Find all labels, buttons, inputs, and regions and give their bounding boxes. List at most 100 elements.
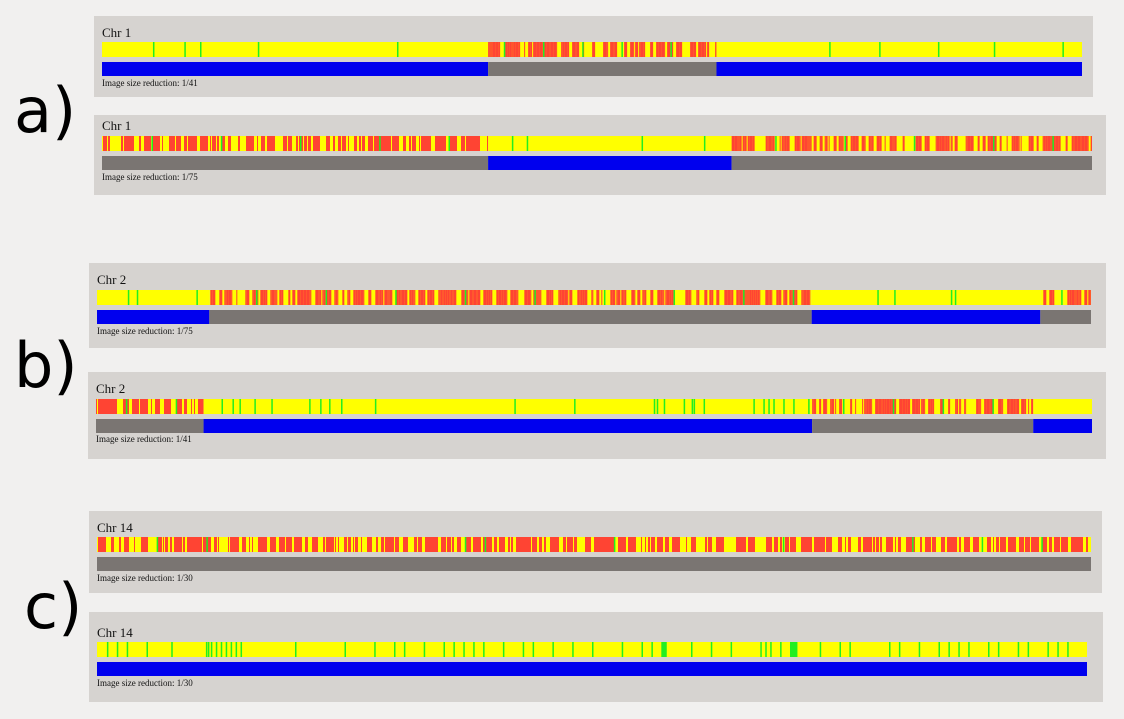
heterozygous-mark	[880, 537, 882, 552]
heterozygous-mark	[334, 290, 336, 305]
heterozygous-mark	[1043, 136, 1046, 151]
green-mark	[790, 642, 792, 657]
heterozygous-mark	[724, 290, 728, 305]
heterozygous-mark	[149, 136, 150, 151]
heterozygous-mark	[669, 290, 672, 305]
green-mark	[641, 642, 643, 657]
green-mark	[453, 642, 455, 657]
image-size-caption: Image size reduction: 1/75	[102, 172, 198, 182]
heterozygous-mark	[879, 136, 882, 151]
heterozygous-mark	[471, 136, 473, 151]
heterozygous-mark	[279, 537, 282, 552]
heterozygous-mark	[776, 290, 779, 305]
heterozygous-mark	[835, 399, 837, 414]
green-mark	[374, 399, 377, 414]
heterozygous-mark	[114, 399, 117, 414]
heterozygous-mark	[414, 136, 416, 151]
heterozygous-mark	[517, 537, 519, 552]
green-mark	[394, 642, 396, 657]
heterozygous-mark	[1061, 537, 1063, 552]
heterozygous-mark	[292, 290, 296, 305]
heterozygous-mark	[711, 290, 714, 305]
heterozygous-mark	[848, 537, 850, 552]
heterozygous-mark	[895, 537, 896, 552]
heterozygous-mark	[489, 42, 491, 57]
heterozygous-mark	[572, 42, 576, 57]
green-mark	[641, 136, 644, 151]
heterozygous-mark	[769, 537, 770, 552]
heterozygous-mark	[731, 290, 734, 305]
heterozygous-mark	[767, 136, 769, 151]
green-mark	[763, 399, 765, 414]
heterozygous-mark	[435, 136, 438, 151]
heterozygous-mark	[487, 136, 488, 151]
heterozygous-mark	[592, 290, 594, 305]
heterozygous-mark	[310, 290, 312, 305]
heterozygous-mark	[279, 290, 282, 305]
green-mark	[592, 642, 594, 657]
heterozygous-mark	[1014, 537, 1016, 552]
heterozygous-mark	[1019, 537, 1020, 552]
heterozygous-mark	[1007, 399, 1010, 414]
heterozygous-mark	[203, 136, 206, 151]
heterozygous-mark	[783, 136, 785, 151]
heterozygous-mark	[639, 42, 641, 57]
green-mark	[146, 642, 148, 657]
heterozygous-mark	[947, 136, 950, 151]
heterozygous-mark	[266, 537, 267, 552]
green-mark	[225, 642, 228, 657]
heterozygous-mark	[442, 136, 443, 151]
homozygous-segment	[1033, 399, 1092, 414]
heterozygous-mark	[912, 399, 916, 414]
heterozygous-mark	[447, 290, 450, 305]
heterozygous-mark	[739, 290, 743, 305]
heterozygous-mark	[881, 399, 883, 414]
genotype-track-svg	[102, 42, 1082, 57]
heterozygous-mark	[134, 399, 136, 414]
heterozygous-mark	[830, 399, 832, 414]
heterozygous-mark	[1009, 399, 1011, 414]
heterozygous-mark	[603, 42, 607, 57]
heterozygous-mark	[866, 399, 869, 414]
green-mark	[220, 136, 223, 151]
heterozygous-mark	[140, 399, 142, 414]
group-label-c: c)	[24, 570, 83, 643]
green-mark	[819, 642, 822, 657]
heterozygous-mark	[426, 136, 429, 151]
heterozygous-mark	[580, 290, 583, 305]
green-mark	[235, 642, 238, 657]
green-mark	[661, 642, 663, 657]
heterozygous-mark	[1015, 136, 1019, 151]
heterozygous-mark	[538, 290, 540, 305]
heterozygous-mark	[213, 136, 216, 151]
heterozygous-mark	[719, 537, 722, 552]
heterozygous-mark	[335, 290, 338, 305]
heterozygous-mark	[574, 537, 576, 552]
heterozygous-mark	[543, 42, 547, 57]
heterozygous-mark	[286, 136, 287, 151]
heterozygous-mark	[993, 136, 997, 151]
heterozygous-mark	[157, 537, 160, 552]
heterozygous-mark	[177, 537, 178, 552]
heterozygous-mark	[138, 399, 139, 414]
heterozygous-mark	[342, 290, 345, 305]
heterozygous-mark	[976, 399, 979, 414]
heterozygous-mark	[126, 399, 129, 414]
heterozygous-mark	[1065, 136, 1068, 151]
green-mark	[295, 642, 297, 657]
heterozygous-mark	[472, 290, 474, 305]
heterozygous-mark	[536, 42, 540, 57]
heterozygous-mark	[809, 537, 812, 552]
heterozygous-mark	[709, 290, 712, 305]
heterozygous-mark	[427, 537, 429, 552]
heterozygous-mark	[1055, 136, 1059, 151]
green-mark	[572, 642, 574, 657]
heterozygous-mark	[200, 399, 203, 414]
heterozygous-mark	[839, 399, 843, 414]
heterozygous-mark	[444, 136, 446, 151]
heterozygous-mark	[1010, 399, 1014, 414]
heterozygous-mark	[410, 136, 411, 151]
heterozygous-mark	[209, 537, 211, 552]
heterozygous-mark	[392, 136, 395, 151]
heterozygous-mark	[466, 136, 469, 151]
